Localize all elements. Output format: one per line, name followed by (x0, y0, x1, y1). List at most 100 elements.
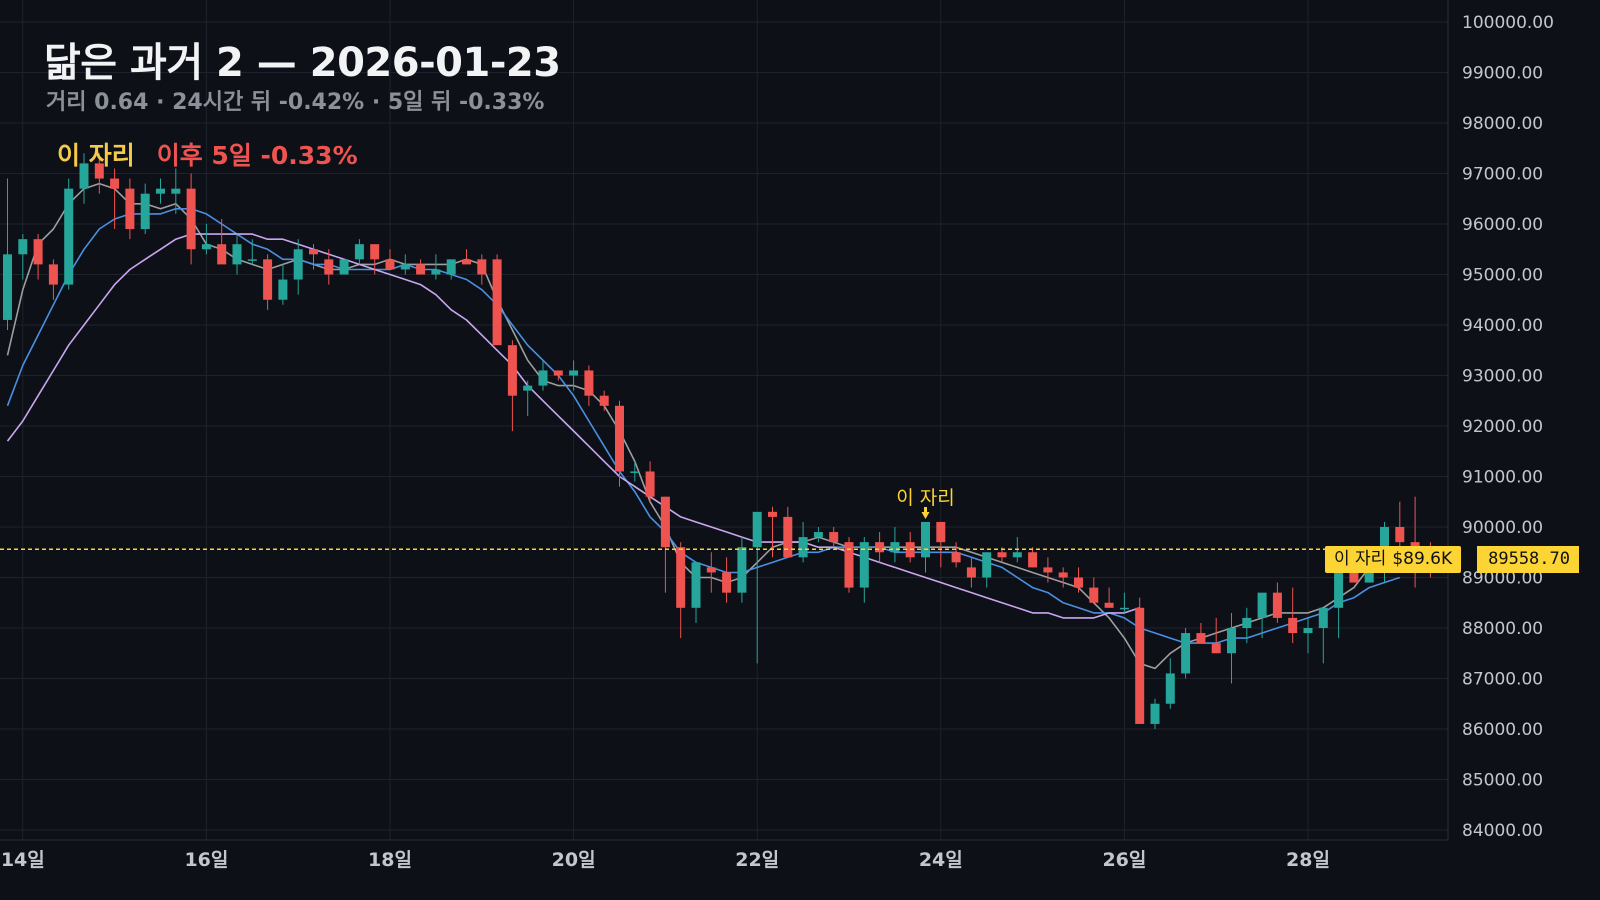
candle-body (1242, 617, 1252, 628)
x-tick-label: 18일 (368, 849, 412, 871)
candle-body (1334, 572, 1344, 608)
candle (1272, 582, 1282, 623)
candle-body (278, 279, 288, 300)
candle (1242, 607, 1252, 644)
candle (370, 244, 380, 275)
candle-body (507, 345, 517, 396)
x-tick-label: 14일 (1, 849, 45, 871)
candle (462, 249, 471, 265)
candle (553, 370, 563, 381)
candle-body (400, 264, 410, 270)
candle-body (951, 552, 961, 563)
x-tick-label: 20일 (552, 849, 596, 871)
annotation-arrow-stem (924, 507, 927, 514)
candle-body (79, 163, 89, 189)
candle-body (1211, 643, 1221, 654)
x-tick-label: 16일 (184, 849, 228, 871)
candle (844, 537, 854, 593)
chart-subtitle: 거리 0.64 · 24시간 뒤 -0.42% · 5일 뒤 -0.33% (46, 90, 545, 115)
y-tick-label: 86000.00 (1462, 720, 1543, 740)
candle-body (1349, 572, 1359, 583)
candle-body (186, 188, 196, 250)
candle (446, 259, 456, 280)
candle-body (94, 163, 104, 179)
candle (921, 521, 930, 573)
candle-body (1058, 572, 1068, 578)
y-tick-label: 95000.00 (1462, 266, 1543, 286)
candle (829, 527, 839, 548)
candle-body (982, 552, 992, 578)
candle (982, 552, 992, 588)
candle-body (645, 471, 655, 497)
candle (645, 461, 655, 502)
candle (110, 168, 120, 230)
candle (247, 239, 257, 265)
candle (722, 557, 732, 603)
ma-slow-line (6, 233, 1140, 619)
candle (1227, 612, 1236, 684)
candle (354, 239, 364, 265)
candle-body (1395, 527, 1405, 543)
candle-body (1074, 577, 1083, 588)
candle-body (1364, 567, 1374, 583)
chart-grid (0, 0, 1449, 841)
candle (1074, 567, 1083, 593)
candle-body (569, 370, 579, 376)
candle (217, 218, 227, 265)
candle (477, 254, 487, 285)
y-tick-label: 97000.00 (1462, 165, 1543, 185)
candle-body (538, 370, 548, 386)
y-tick-label: 92000.00 (1462, 417, 1543, 437)
candle (186, 173, 196, 265)
candle-body (813, 532, 823, 538)
y-tick-label: 99000.00 (1462, 64, 1543, 84)
y-tick-label: 85000.00 (1462, 771, 1543, 791)
candle-body (18, 239, 28, 255)
candle-body (752, 511, 762, 548)
y-tick-label: 98000.00 (1462, 114, 1543, 134)
candle (1028, 547, 1038, 568)
candle-body (354, 244, 364, 260)
candle (431, 254, 441, 280)
y-tick-label: 100000.00 (1462, 13, 1554, 33)
candle-body (1181, 633, 1191, 674)
y-tick-label: 88000.00 (1462, 619, 1543, 639)
candle (1257, 592, 1267, 639)
candle (201, 224, 211, 255)
candle (875, 532, 885, 563)
candle (1165, 658, 1175, 709)
candle-body (385, 259, 395, 270)
candle (1104, 587, 1114, 608)
candle (18, 234, 28, 280)
candle (966, 557, 976, 588)
candle-body (615, 405, 624, 472)
candle-body (997, 552, 1007, 558)
candle (615, 400, 624, 487)
chart-title: 닮은 과거 2 — 2026-01-23 (44, 40, 561, 86)
candle (676, 542, 686, 639)
candle (1196, 622, 1206, 644)
candle-body (1288, 617, 1298, 634)
y-tick-label: 84000.00 (1462, 821, 1543, 841)
y-tick-label: 91000.00 (1462, 468, 1543, 488)
ma-mid-line (6, 208, 1401, 644)
annotation-arrow (921, 512, 930, 520)
candle (936, 521, 946, 568)
candle-body (1257, 592, 1267, 618)
candle-body (599, 395, 609, 406)
after-change-label: 이후 5일 -0.33% (156, 141, 358, 170)
candle-body (3, 254, 12, 320)
candle-body (201, 244, 211, 250)
marker-price-tag: 이 자리 $89.6K (1325, 546, 1462, 573)
price-axis[interactable]: 84000.00 85000.00 86000.00 87000.00 88000.00… (1462, 13, 1554, 841)
candle-body (875, 542, 885, 553)
marker-tag-label: 이 자리 (1334, 549, 1387, 569)
time-axis[interactable]: 14일 16일 18일 20일 22일 24일 26일 28일 (1, 849, 1330, 871)
candle (3, 178, 12, 331)
candle (1058, 567, 1068, 588)
candle-body (492, 259, 502, 346)
candle-body (247, 259, 257, 261)
candle (278, 264, 288, 305)
candle (339, 259, 349, 275)
x-tick-label: 26일 (1102, 849, 1146, 871)
